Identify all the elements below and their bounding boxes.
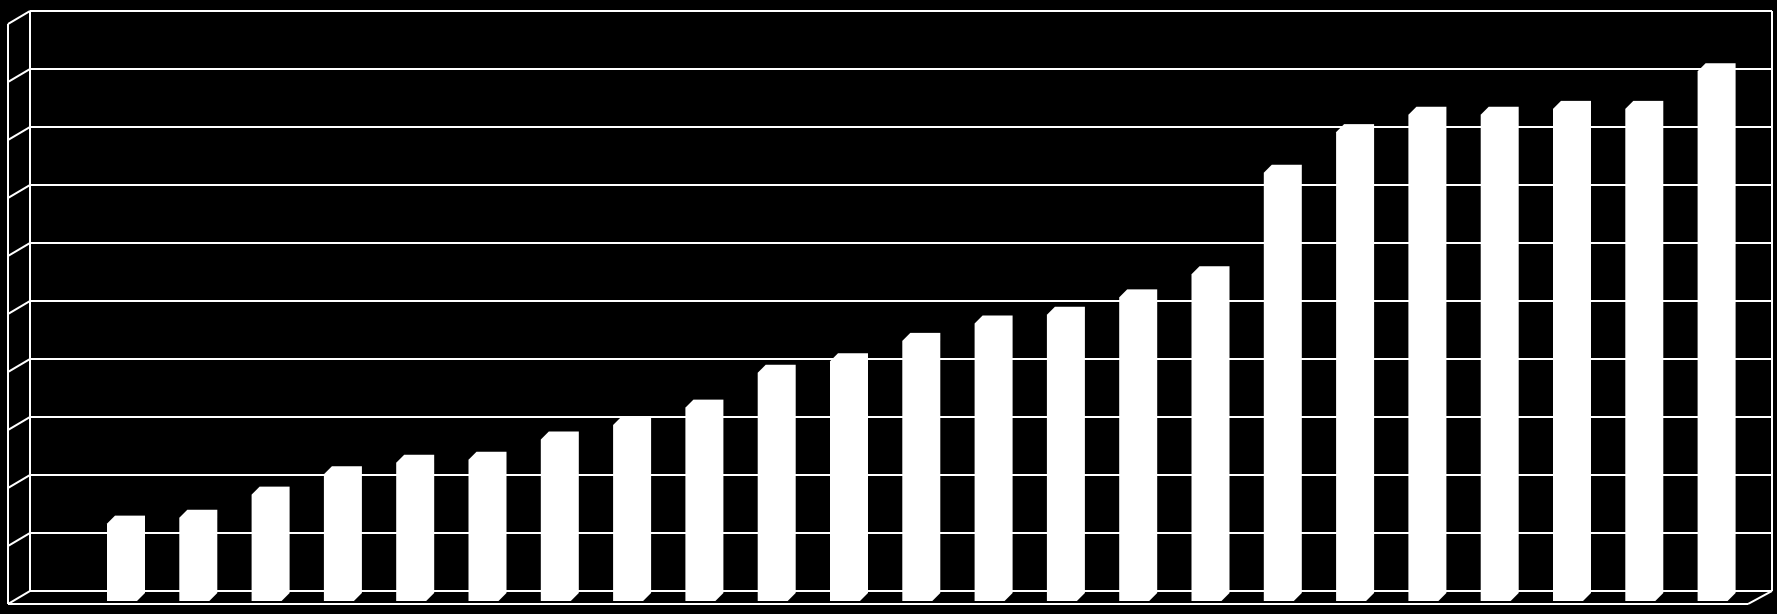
- gridline-depth: [7, 184, 31, 199]
- floor-right-edge: [1747, 590, 1773, 605]
- gridline-depth: [7, 532, 31, 547]
- bar: [1263, 164, 1302, 601]
- bar: [830, 353, 868, 601]
- bar: [540, 431, 579, 601]
- bar: [1336, 124, 1375, 601]
- bar: [1553, 100, 1591, 602]
- gridline-depth: [7, 68, 31, 83]
- bar: [396, 454, 435, 601]
- bar: [757, 364, 796, 601]
- gridline-depth: [7, 126, 31, 141]
- gridline-depth: [7, 10, 31, 25]
- bar: [179, 509, 218, 601]
- bar: [468, 451, 507, 601]
- bar: [107, 515, 145, 601]
- gridline-depth: [7, 416, 31, 431]
- bar: [1191, 266, 1230, 601]
- bar: [613, 417, 652, 601]
- bar: [902, 332, 941, 601]
- bars: [107, 63, 1736, 602]
- bar: [1625, 100, 1664, 602]
- gridline-depth: [7, 358, 31, 373]
- bar: [1697, 63, 1736, 601]
- bar: [1046, 306, 1085, 601]
- bar: [323, 466, 362, 601]
- gridline-depth: [7, 474, 31, 489]
- bar: [1408, 106, 1447, 601]
- gridline-depth: [7, 590, 31, 605]
- bar: [974, 315, 1013, 601]
- bar: [251, 486, 290, 601]
- bar: [1119, 289, 1158, 601]
- gridline-depth: [7, 300, 31, 315]
- bar: [1480, 106, 1519, 601]
- gridline-depth: [7, 242, 31, 257]
- bar: [685, 399, 724, 601]
